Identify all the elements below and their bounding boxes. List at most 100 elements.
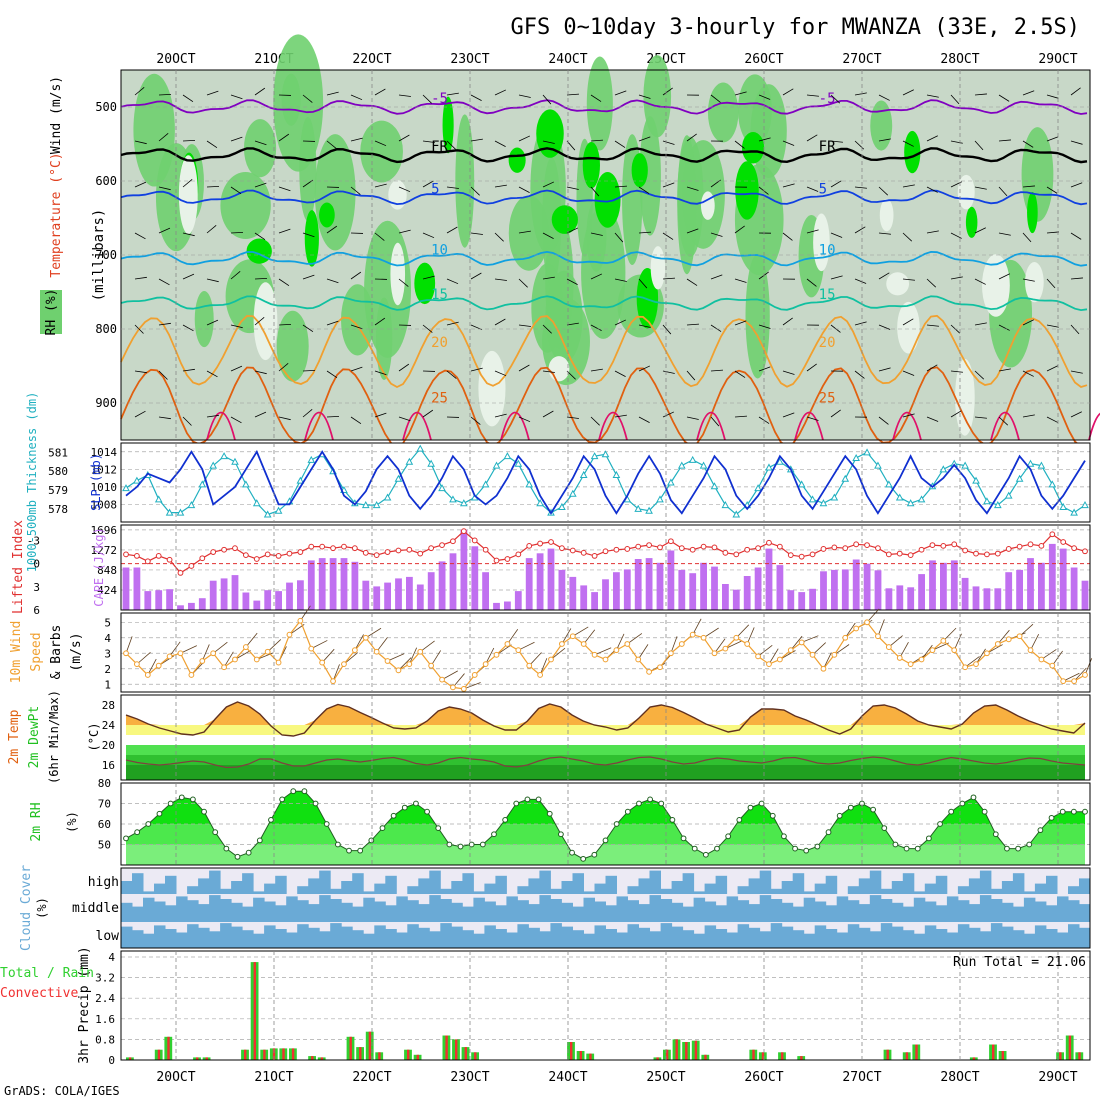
rh-shade-70 [750,84,787,179]
rh2m-line-point [925,835,932,842]
cloud-bar-middle [539,895,551,922]
cape-bar [885,588,893,610]
wind10-barb [572,626,589,637]
cloud-bar-low [935,929,948,948]
cloud-bar-middle [143,897,155,922]
cape-bar [940,562,947,610]
wind-barb [182,94,194,103]
wind-barb [590,186,600,197]
rh2m-line-point [524,796,531,803]
thickness-line-point [983,497,991,505]
rh-shade-70 [586,56,613,151]
wind10-barb [267,639,282,653]
cloud-bar-high [715,875,728,894]
cape-bar [340,558,348,610]
lifted-index-line-point [1005,546,1012,552]
lifted-index-line-point [417,550,424,557]
rh2m-line-point [401,804,408,811]
contour-label: 5 [819,181,827,197]
wind10-line-point [253,656,260,663]
rh2m-line-point [1037,827,1044,834]
rh2m-tick: 60 [98,818,111,831]
wind10-barb [528,652,542,666]
wind10-line-point [155,662,162,669]
cloud-bar-high [913,891,926,894]
cloud-bar-low [550,923,562,948]
cloud-bar-low [1068,924,1080,948]
lifted-index-line-point [155,553,162,559]
cloud-bar-low [132,930,144,948]
cape-bar [918,574,925,610]
cloud-bar-low [385,929,397,948]
lifted-index-label: Lifted Index [11,520,26,614]
wind-barb [182,368,195,372]
cape-bar [841,569,849,610]
precip-convective-bar [205,1057,208,1060]
wind-barb [134,140,147,145]
cloud-bar-low [506,932,518,948]
cloud-bar-high [275,875,287,894]
wind10-line-point [994,641,1001,647]
wind-barb [542,181,555,188]
wind-barb [782,232,793,241]
cloud-bar-middle [506,896,518,922]
wind-barb [878,186,889,196]
wind-barb [686,323,699,326]
precip-convective-bar [474,1052,477,1060]
cloud-bar-low [440,923,452,948]
thickness-line-point [895,493,904,501]
rh2m-line-point [747,804,754,811]
lifted-index-line-point [406,546,413,553]
wind10-line-point [569,633,576,640]
cloud-frame [120,867,1091,949]
contour-line-30 [794,411,824,441]
wind-barb [998,324,1010,331]
lifted-index-line-point [962,547,969,554]
cloud-bar-high [660,888,673,894]
rh2m-line-point [1048,814,1055,821]
precip-convective-bar [905,1052,909,1060]
cloud-bar-low [616,932,628,948]
lifted-index-line-point [678,545,685,552]
wind10-line-point [831,651,838,658]
cloud-bar-middle [803,897,816,922]
contour-label: 20 [819,335,836,351]
thickness-line-point [830,493,839,501]
wind-barb [1046,231,1059,234]
lifted-index-line-point [820,546,827,552]
cape-bar [950,560,958,610]
rh-shade-30 [478,350,506,427]
wind-barb [230,324,243,329]
rh-shade-30 [178,155,198,234]
wind-barb [134,410,146,418]
cloud-bar-low [528,927,540,948]
wind10-barb [1063,672,1080,682]
precip-convective-bar [752,1049,755,1060]
thickness-line-point [154,495,163,503]
cloud-bar-middle [363,897,375,922]
precip-convective-bar [320,1057,324,1060]
rh2m-line-point [881,825,888,831]
precip-convective-bar [464,1047,467,1060]
rh2m-line-point [435,825,442,831]
wind-barb [638,278,648,289]
cloud-bar-low [715,929,728,948]
wind-barb [638,416,650,423]
thickness-line-point [863,448,871,456]
cloud-bar-low [781,926,794,948]
cape-bar [961,577,969,610]
thickness-line-point [1004,491,1013,499]
cape-bar [623,569,631,610]
wind10-line-point [373,648,380,655]
wind-barb [518,135,531,142]
cape-bar [253,600,261,610]
wind-barb [470,94,482,101]
contour-label: 25 [819,391,836,407]
lifted-index-line-point [1082,548,1088,555]
wind-barb [710,274,723,280]
cloud-bar-middle [242,906,254,922]
wind-barb [446,321,459,326]
rh2m-line-point [323,821,330,827]
wind-barb [998,232,1011,236]
cape-bar [482,572,489,610]
